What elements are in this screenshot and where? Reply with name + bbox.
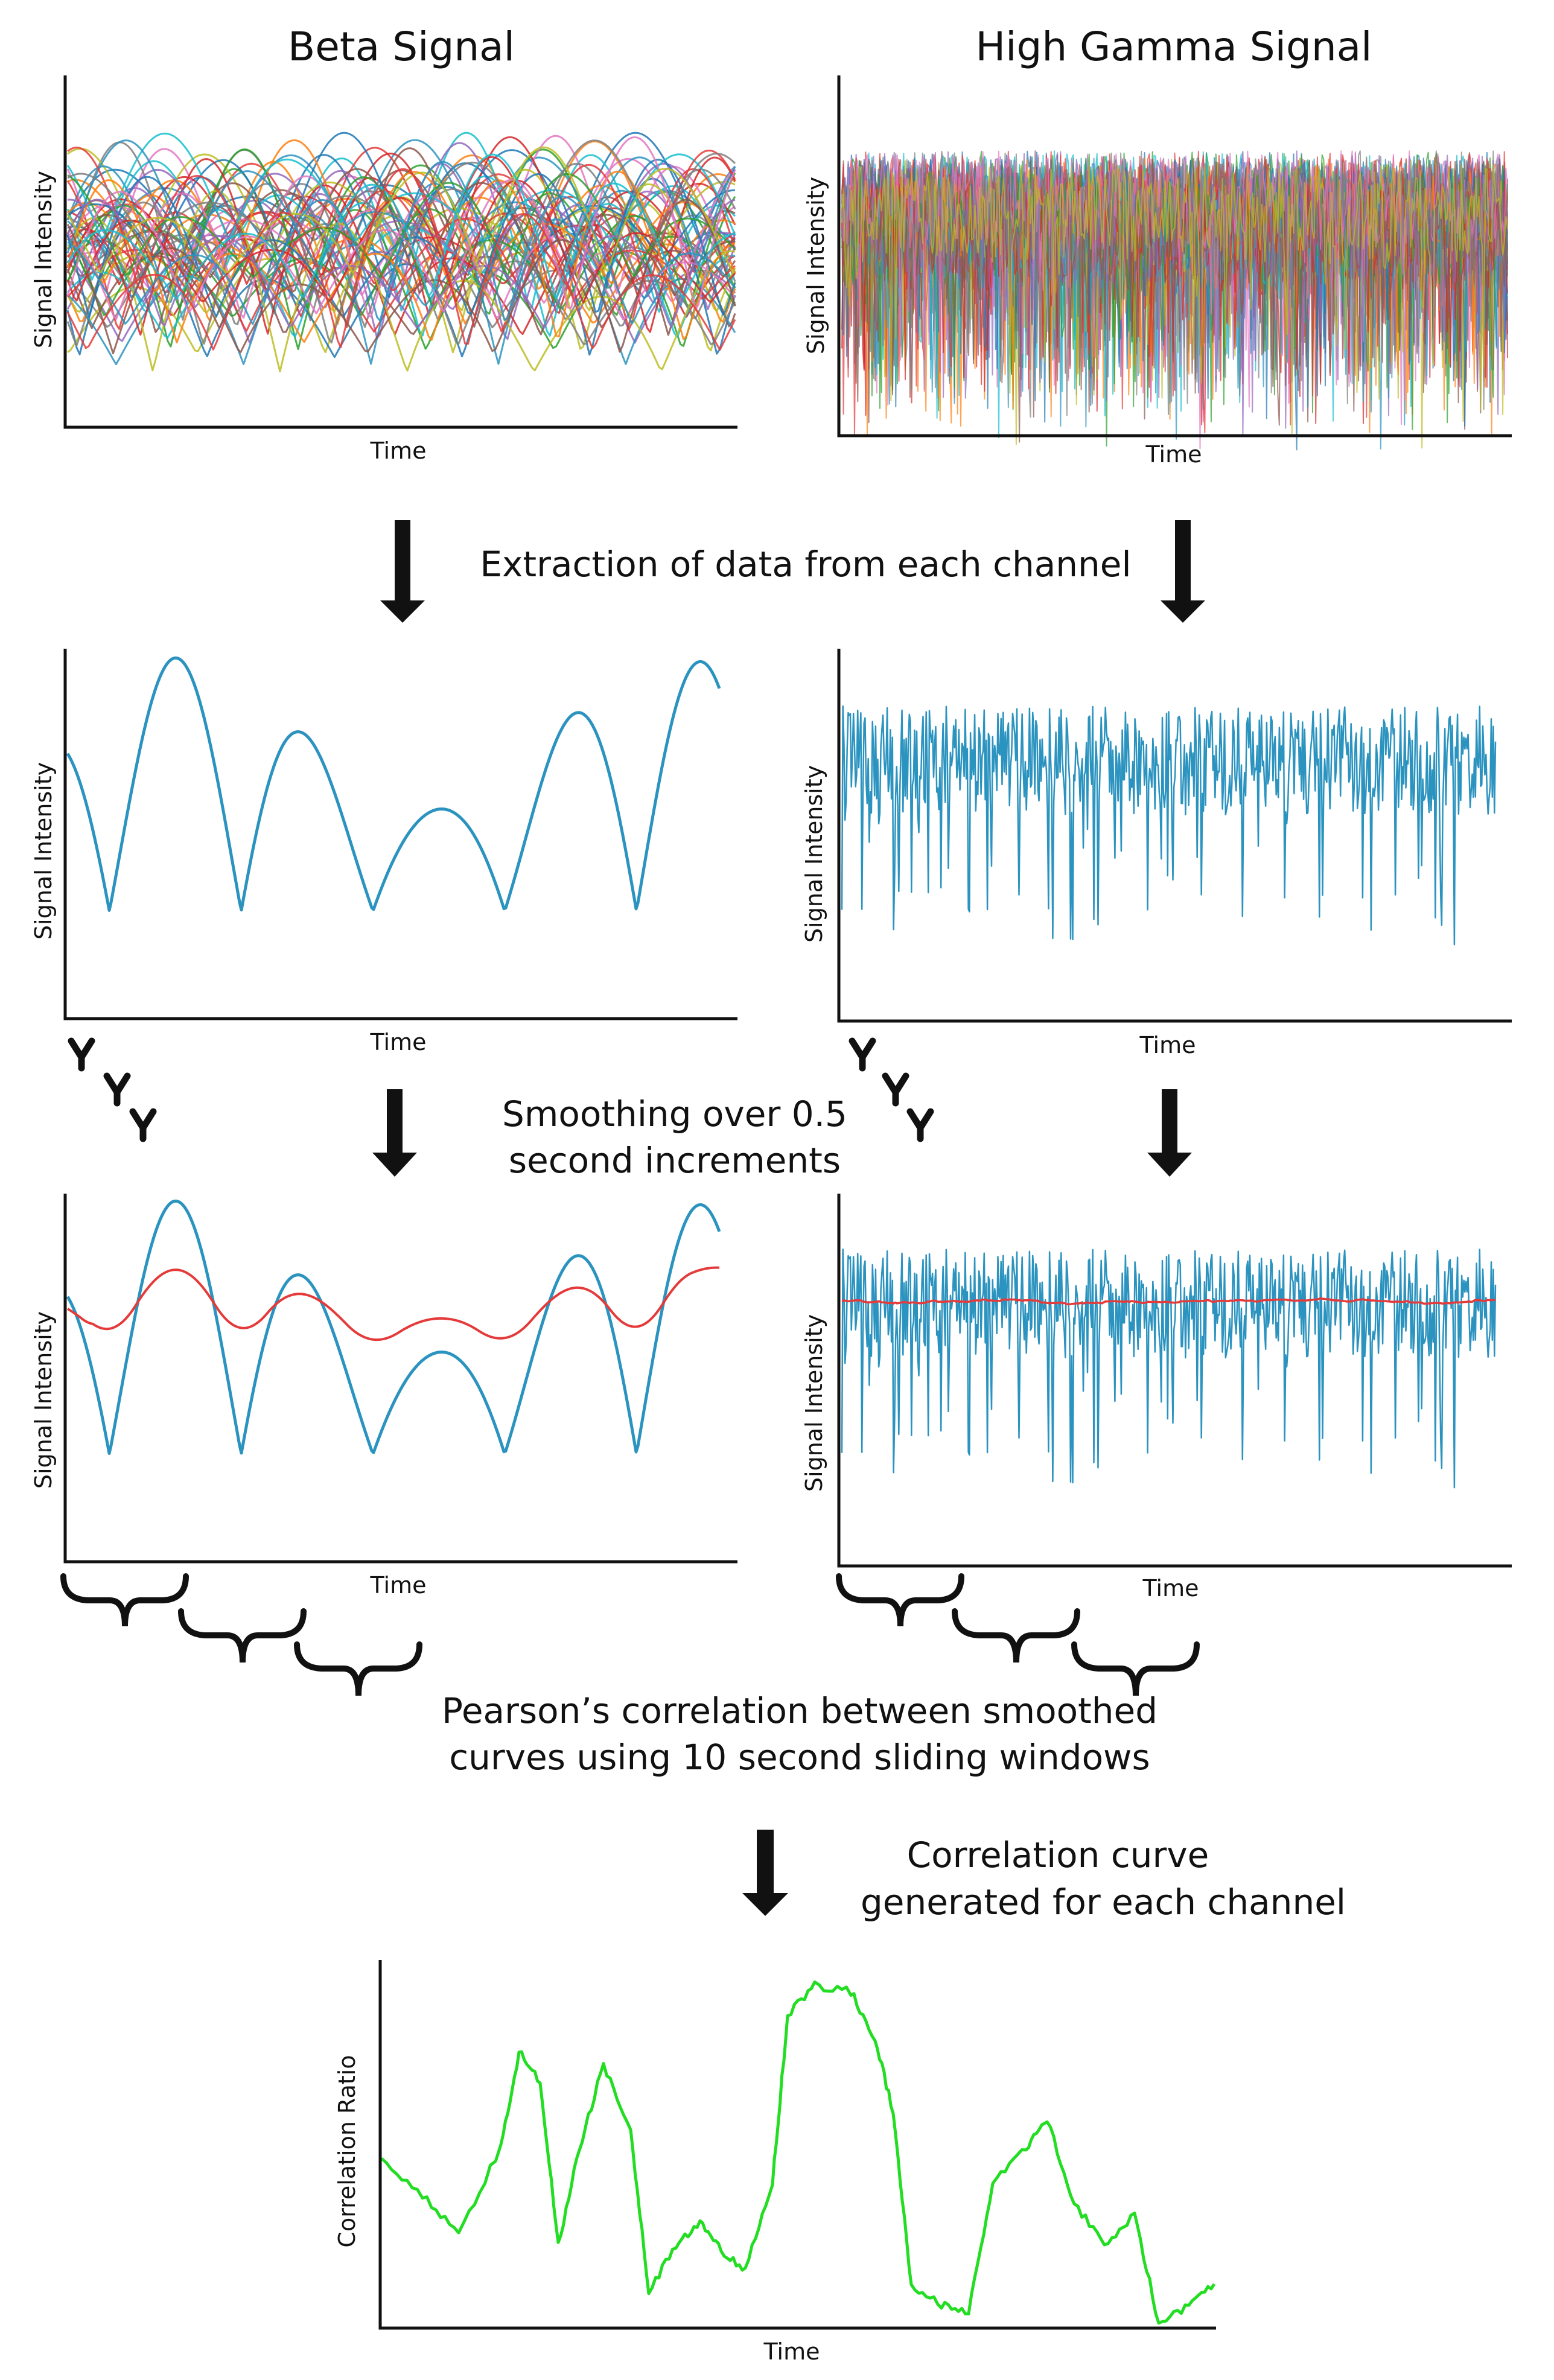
pearson-label-line1: Pearson’s correlation between smoothed [442, 1690, 1158, 1731]
gamma-channel-ylabel: Signal Intensity [801, 765, 827, 943]
beta-smoothed-average-line [66, 1266, 720, 1341]
gamma-smoothed-axes [837, 1194, 1512, 1568]
beta-channel-axes [63, 649, 737, 1020]
gamma-smoothed-average-line [841, 1297, 1496, 1306]
beta-raw-panel: Beta Signal Signal Intensity Time [30, 24, 737, 464]
gamma-raw-trace-line [841, 165, 1508, 402]
beta-raw-trace-line [67, 139, 736, 284]
gamma-channel-line [841, 705, 1497, 946]
gamma-smoothed-line [841, 1248, 1497, 1489]
gamma-channel-trace [841, 705, 1497, 946]
beta-channel-xlabel: Time [370, 1029, 427, 1055]
beta-raw-trace-line [67, 175, 736, 320]
beta-channel-line [66, 656, 721, 912]
beta-raw-trace-line [66, 153, 736, 300]
beta-raw-trace-line [66, 139, 736, 268]
correlation-panel: Correlation Ratio Time [334, 1960, 1216, 2365]
curve-label-line1: Correlation curve [907, 1834, 1209, 1876]
gamma-raw-title: High Gamma Signal [975, 24, 1372, 70]
gamma-channel-axes [837, 649, 1512, 1023]
curly-brace-icon [836, 1573, 964, 1627]
gamma-raw-ylabel: Signal Intensity [803, 177, 829, 354]
gamma-raw-trace-line [841, 186, 1508, 438]
smoothing-step: Smoothing over 0.5 second increments [68, 1037, 1192, 1181]
curly-brace-icon [60, 1573, 189, 1627]
arrow-down-icon [380, 520, 425, 623]
beta-raw-trace-line [66, 189, 736, 373]
gamma-channel-xlabel: Time [1139, 1032, 1196, 1058]
gamma-smoothed-ylabel: Signal Intensity [801, 1314, 827, 1492]
curly-brace-icon [1071, 1641, 1200, 1696]
gamma-raw-panel: High Gamma Signal Signal Intensity Time [803, 24, 1512, 468]
beta-raw-trace-line [67, 162, 736, 288]
beta-smoothed-trace [66, 1199, 721, 1455]
beta-raw-ylabel: Signal Intensity [30, 171, 57, 348]
beta-raw-traces [66, 132, 736, 373]
curve-label-line2: generated for each channel [861, 1882, 1346, 1923]
curly-brace-icon [178, 1608, 307, 1663]
smoothing-window-icon [68, 1037, 157, 1142]
gamma-channel-panel: Signal Intensity Time [801, 649, 1512, 1058]
beta-raw-trace-line [66, 199, 736, 355]
arrow-down-icon [1147, 1089, 1192, 1177]
beta-channel-ylabel: Signal Intensity [30, 762, 57, 940]
gamma-smoothed-trace [841, 1248, 1497, 1489]
correlation-axes [378, 1960, 1216, 2330]
correlation-line [380, 1980, 1216, 2325]
gamma-smoothed-panel: Signal Intensity Time [801, 1194, 1512, 1602]
gamma-smoothed-curve [841, 1297, 1496, 1306]
beta-raw-title: Beta Signal [288, 24, 515, 70]
gamma-raw-trace-line [841, 194, 1508, 443]
correlation-xlabel: Time [763, 2338, 820, 2365]
correlation-trace [380, 1980, 1216, 2325]
beta-raw-trace-line [66, 189, 736, 300]
extraction-step: Extraction of data from each channel [380, 520, 1205, 623]
arrow-down-icon [372, 1089, 417, 1177]
beta-raw-trace-line [66, 170, 736, 344]
curly-brace-icon [952, 1608, 1080, 1663]
correlation-ylabel: Correlation Ratio [334, 2055, 360, 2247]
beta-smoothed-axes [63, 1194, 737, 1564]
gamma-raw-xlabel: Time [1145, 441, 1202, 468]
beta-smoothed-curve [66, 1266, 720, 1341]
beta-smoothed-ylabel: Signal Intensity [30, 1311, 57, 1489]
curly-brace-icon [294, 1641, 422, 1696]
beta-smoothed-line [66, 1199, 721, 1455]
smoothing-label-line2: second increments [509, 1140, 841, 1181]
beta-smoothed-xlabel: Time [370, 1572, 427, 1599]
extraction-label: Extraction of data from each channel [480, 544, 1131, 585]
pearson-label-line2: curves using 10 second sliding windows [449, 1737, 1150, 1778]
smoothing-window-icon [849, 1037, 934, 1142]
beta-channel-trace [66, 656, 721, 912]
beta-raw-xlabel: Time [370, 438, 427, 464]
beta-raw-trace-line [67, 161, 736, 325]
arrow-down-icon [1161, 520, 1205, 623]
gamma-raw-traces [841, 150, 1508, 451]
gamma-smoothed-xlabel: Time [1142, 1575, 1199, 1602]
beta-channel-panel: Signal Intensity Time [30, 649, 737, 1055]
beta-raw-axes [63, 75, 737, 429]
sliding-window-braces [60, 1573, 1200, 1696]
beta-raw-trace-line [66, 168, 736, 351]
gamma-raw-axes [837, 75, 1512, 438]
beta-raw-trace-line [67, 173, 736, 279]
smoothing-label-line1: Smoothing over 0.5 [502, 1093, 847, 1134]
arrow-down-icon [742, 1830, 788, 1916]
beta-raw-trace-line [66, 179, 736, 304]
beta-raw-trace-line [66, 146, 736, 275]
beta-smoothed-panel: Signal Intensity Time [30, 1194, 737, 1599]
